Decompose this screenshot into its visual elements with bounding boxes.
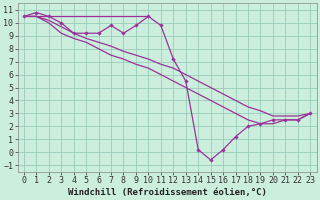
X-axis label: Windchill (Refroidissement éolien,°C): Windchill (Refroidissement éolien,°C)	[68, 188, 267, 197]
